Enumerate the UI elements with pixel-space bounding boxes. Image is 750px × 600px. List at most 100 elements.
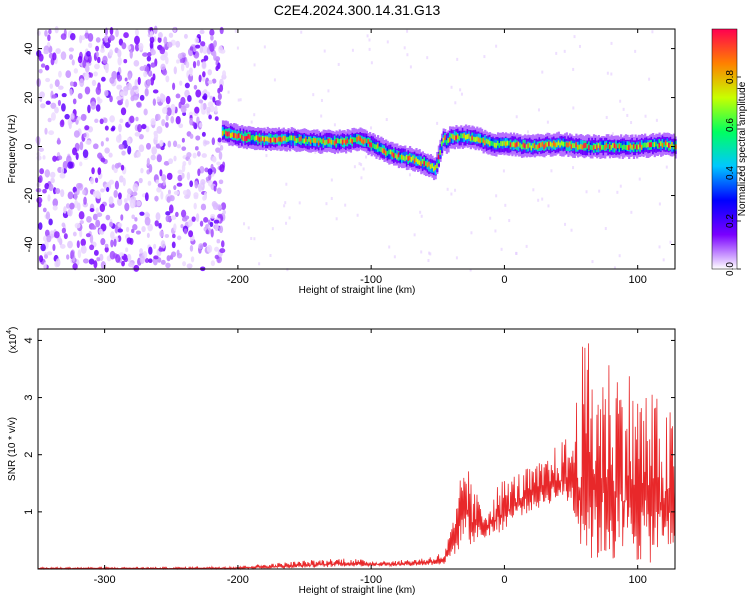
spectrogram-noise-cell [194, 106, 200, 114]
spectrogram-ridge-cell [664, 140, 668, 146]
spectrogram-ridge-cell [367, 139, 370, 144]
spectrogram-noise-cell [173, 155, 177, 162]
spectrogram-noise-cell [104, 246, 109, 253]
spectrogram-noise-cell [204, 167, 209, 173]
spectrogram-ridge-cell [333, 140, 337, 146]
spectrogram-ridge-cell [508, 140, 511, 146]
spectrogram-noise-cell [110, 231, 115, 240]
spectrogram-noise-cell [180, 209, 187, 218]
spectrogram-ridge-cell [300, 136, 303, 142]
spectrogram-noise-cell [119, 118, 124, 124]
spectrogram-noise-cell [165, 75, 170, 83]
spectrogram-noise-cell [215, 99, 222, 106]
spectrogram-speckle [651, 30, 654, 34]
spectrogram-ridge-cell [626, 145, 629, 150]
spectrogram-frame [37, 28, 676, 270]
spectrogram-noise-cell [80, 113, 87, 122]
spectrogram-noise-cell [72, 186, 77, 193]
spectrogram-ridge-cell [669, 144, 672, 150]
spectrogram-speckle [572, 67, 575, 71]
spectrogram-ridge-cell [621, 145, 624, 151]
snr-xtick-label: 0 [501, 574, 507, 586]
spectrogram-noise-cell [194, 180, 199, 189]
spectrogram-noise-cell [126, 137, 131, 146]
spectrogram-speckle [330, 178, 333, 182]
spectrogram-noise-cell [203, 55, 209, 61]
spectrogram-ridge-cell [658, 142, 661, 148]
spectrogram-ridge-cell [487, 139, 490, 145]
spectrogram-speckle [605, 115, 608, 119]
spectrogram-ridge-cell [549, 141, 552, 147]
spectrogram-noise-cell [153, 25, 158, 35]
spectrogram-noise-cell [138, 177, 143, 184]
spectrogram-ridge-cell [506, 140, 509, 146]
spectrogram-noise-cell [138, 133, 144, 140]
spectrogram-noise-cell [77, 249, 82, 259]
spectrogram-noise-cell [104, 243, 109, 248]
spectrogram-ridge-cell [468, 133, 471, 139]
spectrogram-ridge-cell [471, 135, 474, 141]
spectrogram-speckle [436, 121, 439, 125]
spectrogram-noise-cell [79, 220, 84, 225]
spectrogram-noise-cell [115, 135, 122, 143]
spectrogram-noise-cell [36, 30, 41, 36]
spectrogram-noise-cell [193, 192, 199, 198]
spectrogram-noise-cell [115, 28, 119, 38]
spectrogram-noise-cell [190, 256, 195, 263]
spectrogram-noise-cell [141, 123, 147, 130]
spectrogram-ridge-cell [546, 141, 549, 147]
spectrogram-ridge-cell [252, 134, 255, 140]
colorbar-label: Normalized spectral amplitude [737, 81, 748, 216]
spectrogram-speckle [494, 229, 497, 233]
spectrogram-ridge-cell [386, 150, 389, 156]
spectrogram-ridge-cell [255, 135, 258, 141]
spectrogram-noise-cell [199, 29, 205, 35]
spectrogram-speckle [634, 49, 637, 53]
spectrogram-noise-cell [50, 112, 56, 121]
spectrogram-noise-cell [173, 66, 177, 75]
spectrogram-speckle [420, 214, 423, 218]
spectrogram-xtick-label: 100 [629, 274, 647, 286]
spectrogram-ridge-cell [504, 141, 508, 147]
spectrogram-noise-cell [180, 224, 184, 229]
spectrogram-noise-cell [48, 130, 55, 136]
spectrogram-ytick-label: 40 [23, 42, 35, 54]
spectrogram-ridge-cell [237, 133, 241, 139]
spectrogram-ridge-cell [666, 142, 669, 148]
spectrogram-noise-cell [141, 226, 146, 233]
spectrogram-noise-cell [133, 264, 140, 272]
spectrogram-noise-cell [42, 188, 47, 194]
spectrogram-noise-cell [218, 179, 224, 185]
spectrogram-ridge-cell [501, 141, 504, 147]
spectrogram-ridge-cell [349, 137, 353, 143]
spectrogram-noise-cell [46, 251, 53, 256]
spectrogram-noise-cell [222, 209, 226, 215]
spectrogram-noise-cell [219, 144, 224, 151]
spectrogram-noise-cell [218, 45, 224, 54]
spectrogram-speckle [300, 30, 303, 34]
colorbar-tick-label: 0.8 [725, 70, 736, 84]
spectrogram-noise-cell [201, 61, 207, 69]
spectrogram-noise-cell [198, 184, 203, 192]
spectrogram-ridge-cell [628, 145, 631, 150]
spectrogram-noise-cell [60, 189, 65, 198]
spectrogram-ridge-cell [348, 139, 351, 145]
spectrogram-ridge-cell [341, 139, 345, 145]
spectrogram-noise-cell [159, 47, 166, 55]
spectrogram-ridge-cell [674, 144, 677, 150]
spectrogram-ridge-cell [538, 143, 541, 148]
spectrogram-noise-cell [104, 42, 111, 49]
spectrogram-noise-cell [150, 118, 156, 126]
spectrogram-ridge-cell [421, 158, 424, 164]
spectrogram-ridge-cell [393, 153, 396, 159]
spectrogram-noise-cell [184, 82, 190, 89]
spectrogram-noise-cell [55, 48, 61, 54]
spectrogram-ridge-cell [424, 160, 428, 166]
spectrogram-noise-cell [163, 161, 170, 166]
spectrogram-noise-cell [47, 194, 51, 202]
spectrogram-ridge-cell [354, 137, 357, 143]
spectrogram-noise-cell [93, 249, 99, 256]
spectrogram-noise-cell [192, 152, 197, 159]
spectrogram-ridge-cell [452, 134, 455, 140]
